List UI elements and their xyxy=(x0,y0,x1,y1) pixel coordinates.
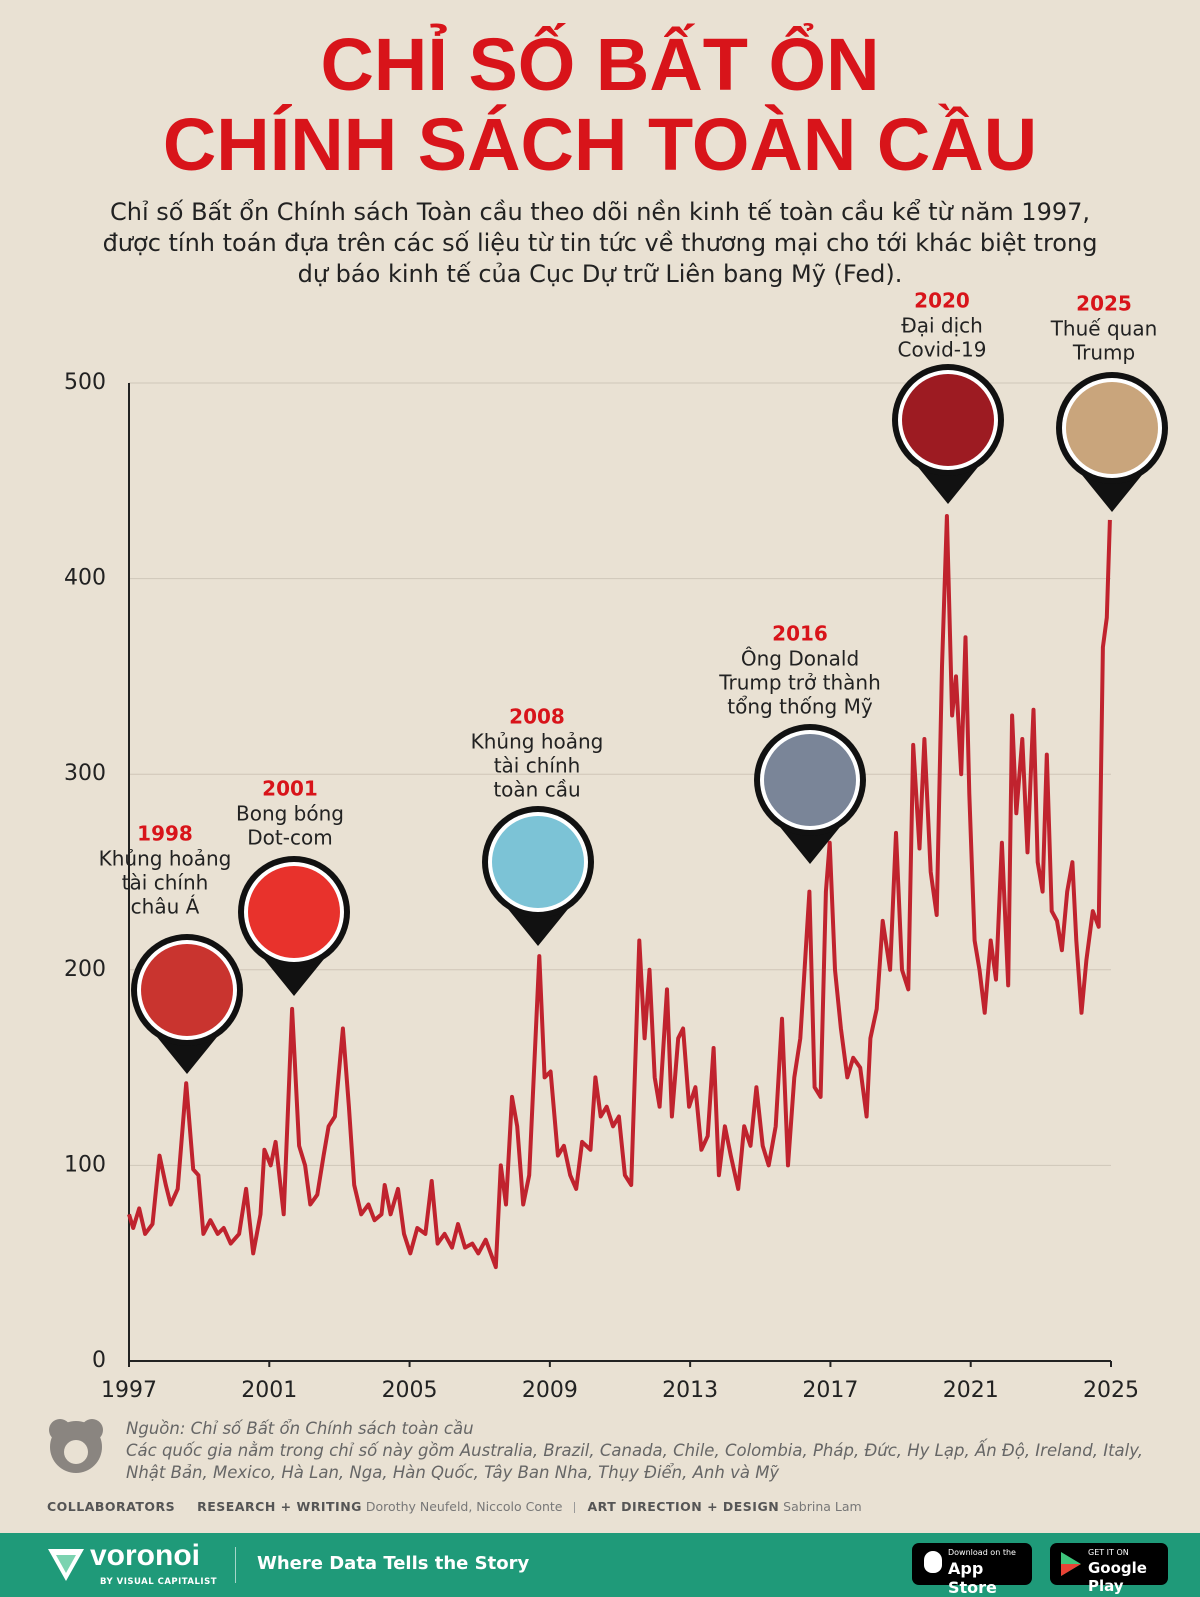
pin-image xyxy=(248,866,340,958)
badge-text: Google Play xyxy=(1088,1559,1147,1595)
pin xyxy=(780,827,840,864)
x-tick-label: 2021 xyxy=(943,1378,999,1403)
x-tick-label: 2013 xyxy=(662,1378,718,1403)
source: Nguồn: Chỉ số Bất ổn Chính sách toàn cầu xyxy=(126,1419,474,1438)
role-label: ART DIRECTION + DESIGN xyxy=(587,1499,780,1514)
pin xyxy=(508,909,568,946)
pin-image xyxy=(902,374,994,466)
names: Sabrina Lam xyxy=(783,1499,862,1514)
annotation-year: 2020 xyxy=(914,289,970,313)
annotation-text: châu Á xyxy=(131,895,200,919)
annotation-text: Trump trở thành xyxy=(718,671,881,695)
x-tick-label: 2025 xyxy=(1083,1378,1139,1403)
annotation-text: tổng thống Mỹ xyxy=(727,695,873,719)
y-tick-label: 300 xyxy=(64,761,106,786)
pin xyxy=(264,959,324,996)
annotation-text: Khủng hoảng xyxy=(471,730,604,754)
icon xyxy=(49,1419,71,1441)
icon xyxy=(64,1440,88,1464)
collab-label: COLLABORATORS xyxy=(47,1499,176,1514)
annotation-text: Dot-com xyxy=(247,826,332,850)
annotation-text: toàn cầu xyxy=(493,778,580,802)
pin xyxy=(157,1037,217,1074)
pin xyxy=(1082,475,1142,512)
x-tick-label: 2009 xyxy=(522,1378,578,1403)
y-tick-label: 0 xyxy=(92,1348,106,1373)
note: Các quốc gia nằm trong chỉ số này gồm Au… xyxy=(126,1441,1143,1482)
x-tick-label: 1997 xyxy=(101,1378,157,1403)
pin-image xyxy=(492,816,584,908)
y-tick-label: 200 xyxy=(64,957,106,982)
brand: voronoi xyxy=(90,1539,200,1572)
y-tick-label: 500 xyxy=(64,370,106,395)
data-line xyxy=(127,514,1112,1270)
annotation-text: Thuế quan xyxy=(1050,317,1158,341)
pin xyxy=(918,467,978,504)
logo xyxy=(48,1549,84,1581)
logo-shape xyxy=(56,1555,76,1573)
subtitle: Chỉ số Bất ổn Chính sách Toàn cầu theo d… xyxy=(0,197,1200,290)
footer-bar: voronoi BY VISUAL CAPITALIST Where Data … xyxy=(0,1533,1200,1597)
brand-sub: BY VISUAL CAPITALIST xyxy=(100,1577,218,1587)
play-shape xyxy=(1061,1564,1081,1576)
app-store-badge[interactable]: Download on the App Store xyxy=(912,1543,1032,1597)
annotation-year: 1998 xyxy=(137,822,193,846)
annotation-year: 2008 xyxy=(509,705,565,729)
pin-image xyxy=(1066,382,1158,474)
badge-small: GET IT ON xyxy=(1088,1548,1129,1557)
subtitle-line: Chỉ số Bất ổn Chính sách Toàn cầu theo d… xyxy=(109,198,1090,226)
annotation-year: 2001 xyxy=(262,777,318,801)
annotation-text: Trump xyxy=(1072,341,1135,365)
badge-text: App Store xyxy=(948,1559,997,1597)
annotation-year: 2016 xyxy=(772,622,828,646)
annotation-text: Khủng hoảng xyxy=(99,847,232,871)
x-tick-label: 2005 xyxy=(382,1378,438,1403)
title-line: CHÍNH SÁCH TOÀN CẦU xyxy=(162,103,1038,186)
annotation-text: Ông Donald xyxy=(741,647,859,671)
chart: 0 100 200 300 400 500 1997 2001 2005 2009 2013 2017… xyxy=(64,289,1168,1403)
subtitle-line: được tính toán đựa trên các số liệu từ t… xyxy=(102,229,1098,257)
y-tick-label: 400 xyxy=(64,566,106,591)
footer-notes: Nguồn: Chỉ số Bất ổn Chính sách toàn cầu… xyxy=(126,1418,1156,1484)
x-tick-label: 2001 xyxy=(241,1378,297,1403)
pin-image xyxy=(764,734,856,826)
badge-small: Download on the xyxy=(948,1548,1016,1557)
play-icon xyxy=(1061,1552,1081,1576)
icon xyxy=(81,1419,103,1441)
names: Dorothy Neufeld, Niccolo Conte xyxy=(365,1499,563,1514)
credits: COLLABORATORS RESEARCH + WRITING Dorothy… xyxy=(47,1499,862,1514)
annotation-text: Covid-19 xyxy=(898,338,987,362)
annotation-text: tài chính xyxy=(122,871,209,895)
annotation-text: Đại dịch xyxy=(901,314,983,338)
subtitle-line: dự báo kinh tế của Cục Dự trữ Liên bang … xyxy=(297,260,903,288)
y-tick-label: 100 xyxy=(64,1152,106,1177)
annotation-text: tài chính xyxy=(494,754,581,778)
pin-image xyxy=(141,944,233,1036)
google-play-badge[interactable]: GET IT ON Google Play xyxy=(1050,1543,1168,1595)
icon xyxy=(50,1421,102,1473)
title-line: CHỈ SỐ BẤT ỔN xyxy=(320,23,880,106)
annotation-text: Bong bóng xyxy=(236,802,344,826)
x-tick-label: 2017 xyxy=(802,1378,858,1403)
tagline: Where Data Tells the Story xyxy=(257,1553,530,1574)
role-label: RESEARCH + WRITING xyxy=(197,1499,362,1514)
annotation-year: 2025 xyxy=(1076,292,1132,316)
